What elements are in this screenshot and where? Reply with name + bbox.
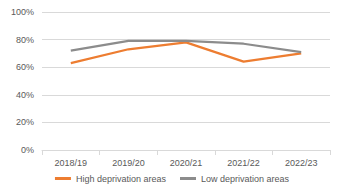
svg-text:100%: 100% (11, 7, 34, 17)
svg-text:Low deprivation areas: Low deprivation areas (201, 174, 290, 184)
svg-text:2020/21: 2020/21 (170, 158, 203, 168)
svg-text:0%: 0% (21, 145, 34, 155)
svg-text:40%: 40% (16, 90, 34, 100)
svg-text:2018/19: 2018/19 (55, 158, 88, 168)
svg-text:High deprivation areas: High deprivation areas (76, 174, 167, 184)
svg-text:2019/20: 2019/20 (112, 158, 145, 168)
svg-text:2021/22: 2021/22 (227, 158, 260, 168)
svg-text:2022/23: 2022/23 (285, 158, 318, 168)
svg-text:80%: 80% (16, 35, 34, 45)
svg-text:60%: 60% (16, 62, 34, 72)
svg-text:20%: 20% (16, 117, 34, 127)
